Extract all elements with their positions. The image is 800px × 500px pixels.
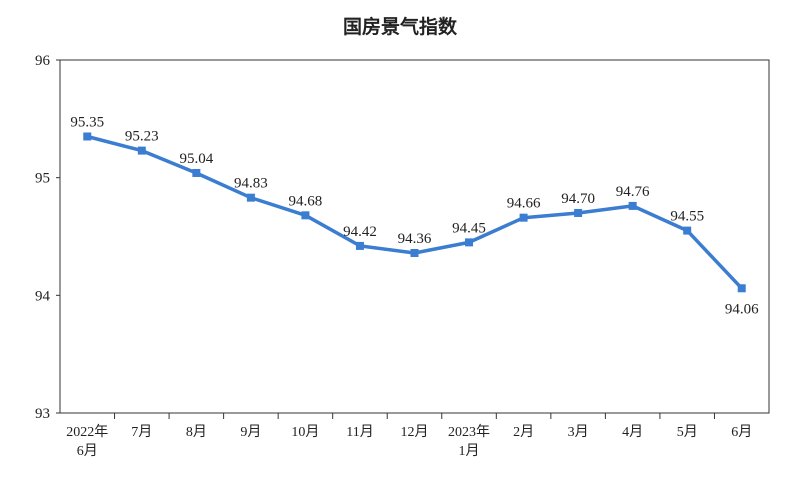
data-point [355,241,364,250]
series-line-group [83,132,746,293]
x-tick-label: 5月 [677,424,698,440]
data-label: 94.68 [289,193,323,209]
x-tick-label: 9月 [240,424,261,440]
x-tick-label: 3月 [568,424,589,440]
data-label: 94.36 [398,231,432,247]
data-label: 94.70 [561,191,595,207]
x-tick-label: 8月 [186,424,207,440]
data-point [192,168,201,177]
chart-title: 国房景气指数 [342,16,457,38]
data-point [465,238,474,247]
data-label: 95.35 [70,114,104,130]
y-tick-label: 96 [35,53,51,69]
data-point [519,213,528,222]
data-label: 94.66 [507,196,541,212]
data-label: 94.55 [670,209,704,225]
data-point [683,226,692,235]
x-axis: 2022年 6月 7月 8月 9月 10月 11月 12月 2023年 1月 2月 3月 4月 5月 6月 [66,413,752,459]
y-tick-label: 95 [35,171,50,187]
data-label: 95.23 [125,129,159,145]
x-tick-label: 10月 [291,424,319,440]
data-point [83,132,92,141]
x-tick-label: 12月 [401,424,429,440]
data-point [737,284,746,293]
y-tick-label: 94 [35,288,51,304]
x-tick-label: 7月 [131,424,152,440]
data-point [246,193,255,202]
data-point [137,146,146,155]
data-point [410,248,419,257]
plot-frame [59,59,770,414]
data-point [301,211,310,220]
y-tick-label: 93 [35,406,50,422]
x-tick-label: 2023年 [448,424,490,440]
data-label: 94.83 [234,176,268,192]
y-axis: 93 94 95 96 [35,53,60,422]
data-label: 94.06 [725,301,759,317]
data-label: 94.45 [452,220,486,236]
data-label: 95.04 [179,151,213,167]
data-label: 94.76 [616,184,650,200]
data-labels: 95.35 95.23 95.04 94.83 94.68 94.42 94.36 94.45… [70,114,759,317]
x-tick-label: 2月 [513,424,534,440]
x-tick-label: 11月 [346,424,373,440]
data-point [628,201,637,210]
x-tick-label-line2: 6月 [77,443,98,459]
x-tick-label-line2: 1月 [459,443,480,459]
x-tick-label: 2022年 [66,424,108,440]
x-tick-label: 6月 [731,424,752,440]
data-label: 94.42 [343,224,377,240]
x-tick-label: 4月 [622,424,643,440]
data-point [574,208,583,217]
